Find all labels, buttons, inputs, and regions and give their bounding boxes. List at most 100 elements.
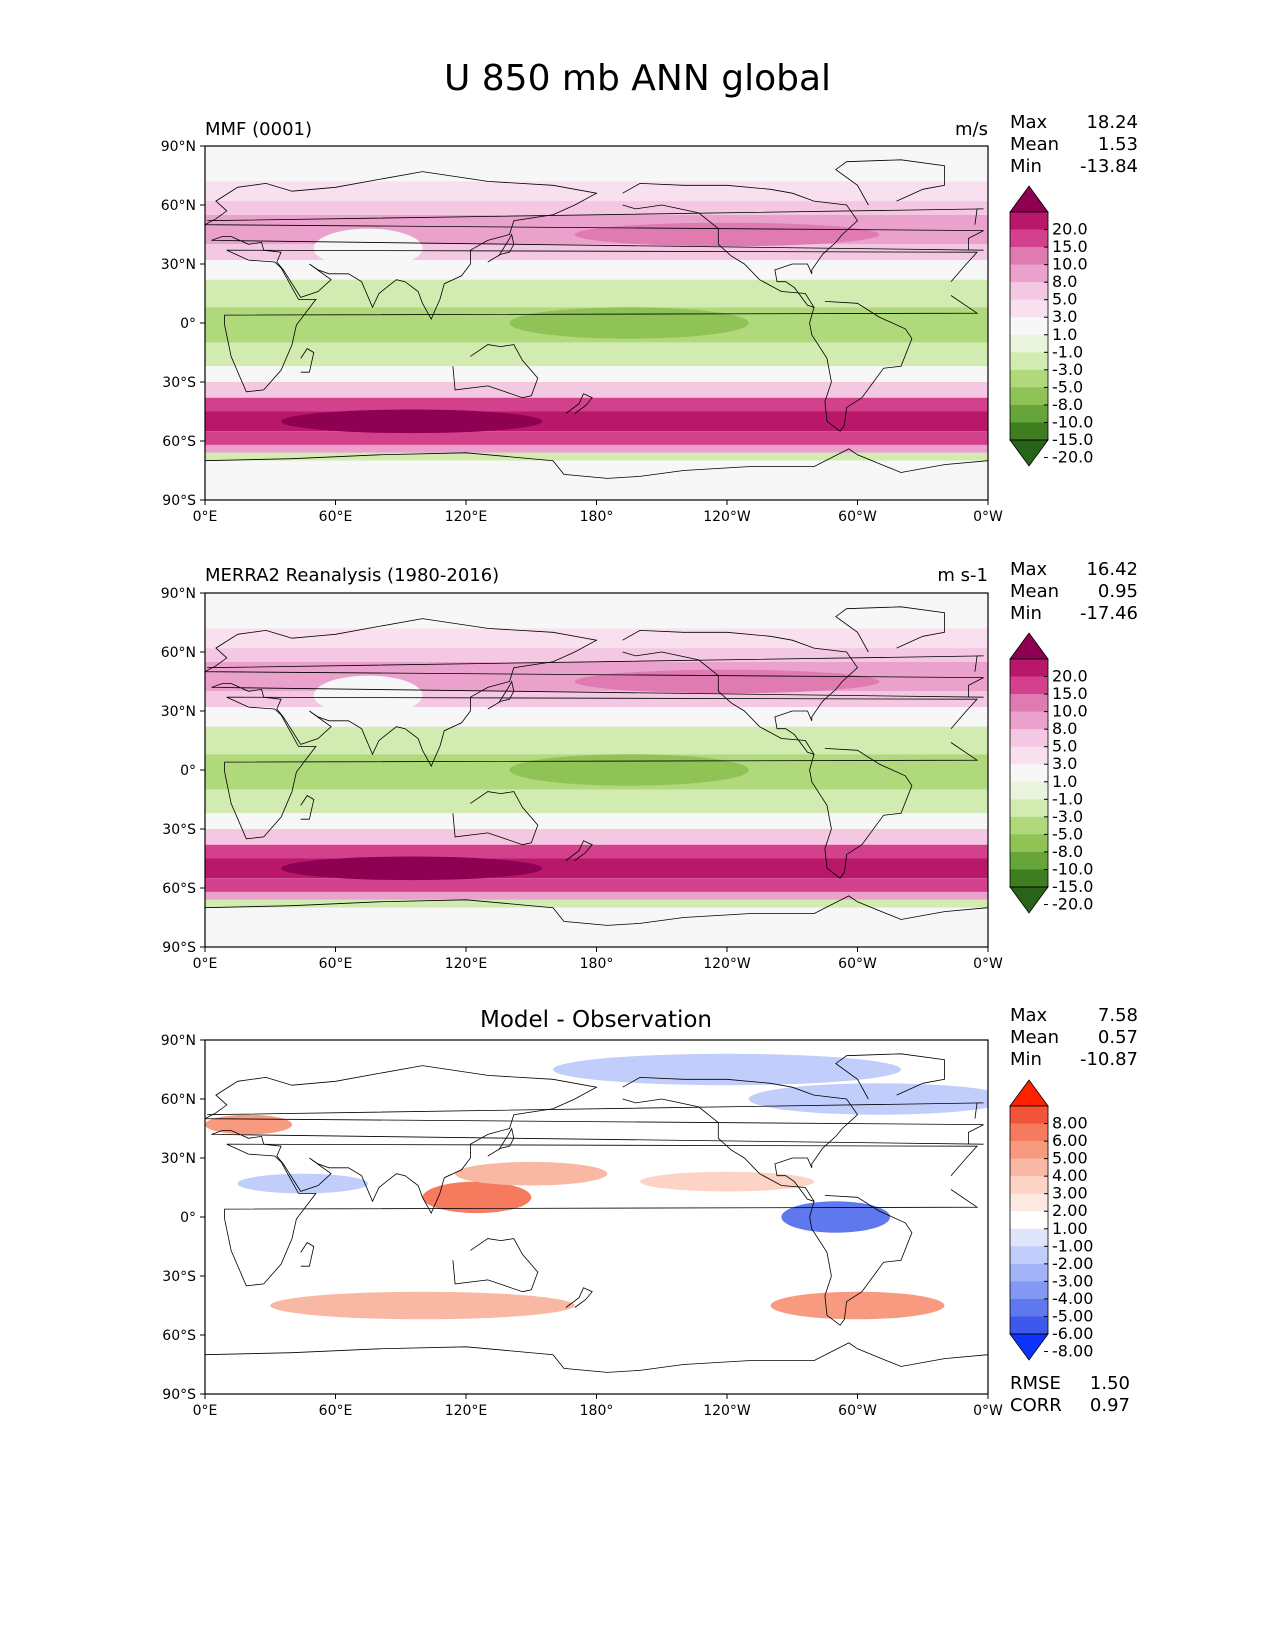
colorbar-bin: [1010, 422, 1048, 441]
panel-2-units: m s-1: [937, 565, 988, 586]
stat-label: Min: [1010, 603, 1042, 624]
stat-label: Max: [1010, 1005, 1048, 1026]
colorbar-bin: [1010, 404, 1048, 423]
colorbar-label: -5.0: [1052, 824, 1083, 843]
colorbar-label: 3.0: [1052, 754, 1077, 773]
field-band: [205, 279, 988, 308]
colorbar-label: -5.0: [1052, 377, 1083, 396]
lon-tick-label: 120°E: [445, 509, 488, 525]
lat-tick-label: 0°: [180, 316, 196, 332]
coast-africa: [224, 696, 979, 840]
field-anomaly: [509, 307, 749, 339]
field-band: [205, 628, 988, 649]
coast-south-america: [809, 1195, 913, 1326]
colorbar-label: 15.0: [1052, 237, 1088, 256]
coast-antarctica: [205, 895, 988, 926]
lon-tick-label: 0°E: [193, 956, 218, 972]
colorbar-label: -10.0: [1052, 859, 1093, 878]
colorbar-bin: [1010, 834, 1048, 853]
field-band: [205, 858, 988, 879]
colorbar-bin: [1010, 1176, 1048, 1194]
colorbar-1: 20.015.010.08.05.03.01.0-1.0-3.0-5.0-8.0…: [1009, 185, 1093, 467]
panel-3-title: Model - Observation: [479, 1007, 713, 1033]
lat-tick-label: 90°S: [162, 1387, 196, 1403]
stat-max: 16.42: [1086, 559, 1138, 580]
colorbar-bin: [1010, 659, 1048, 677]
colorbar-bin: [1010, 1298, 1048, 1317]
field-band: [205, 214, 988, 245]
colorbar-bin: [1010, 1158, 1048, 1177]
colorbar-bin: [1010, 1246, 1048, 1265]
lon-tick-label: 60°E: [319, 1403, 353, 1419]
colorbar-label: -15.0: [1052, 430, 1093, 449]
stat-label: Mean: [1010, 1027, 1060, 1048]
colorbar-label: 20.0: [1052, 220, 1088, 239]
colorbar-bin: [1010, 1123, 1048, 1142]
lon-tick-label: 0°W: [973, 956, 1003, 972]
field-anomaly: [509, 754, 749, 786]
colorbar-label: -10.0: [1052, 412, 1093, 431]
coast-eurasia: [205, 1065, 984, 1215]
colorbar-bin: [1010, 781, 1048, 800]
lat-tick-label: 30°S: [162, 822, 196, 838]
stat-max: 18.24: [1086, 112, 1138, 133]
colorbar-bin: [1010, 799, 1048, 818]
colorbar-bin: [1010, 1193, 1048, 1212]
coast-uk: [207, 208, 984, 225]
colorbar-bin: [1010, 282, 1048, 300]
field-layer: [205, 1040, 988, 1394]
figure-title: U 850 mb ANN global: [443, 58, 832, 99]
coast-australia: [452, 1238, 539, 1293]
coast-new-zealand: [565, 393, 593, 414]
colorbar-bin: [1010, 1211, 1048, 1230]
colorbar-label: -1.00: [1052, 1236, 1093, 1255]
lat-tick-label: 60°N: [161, 198, 196, 214]
coast-south-america: [809, 301, 913, 432]
stat-min: -13.84: [1079, 156, 1138, 177]
colorbar-2: 20.015.010.08.05.03.01.0-1.0-3.0-5.0-8.0…: [1009, 632, 1093, 914]
field-anomaly: [770, 1291, 945, 1320]
colorbar-bin: [1010, 729, 1048, 747]
coast-australia: [452, 791, 539, 846]
field-layer: [205, 593, 988, 947]
colorbar-frame: [1009, 211, 1049, 441]
colorbar-label: -1.0: [1052, 789, 1083, 808]
field-anomaly: [205, 1114, 292, 1135]
field-band: [205, 878, 988, 892]
panel-1-title: MMF (0001): [205, 119, 312, 140]
map-frame: [204, 592, 989, 948]
lat-tick-label: 90°N: [161, 1033, 196, 1049]
lat-tick-label: 30°N: [161, 704, 196, 720]
field-band: [205, 754, 988, 790]
colorbar-label: 3.00: [1052, 1184, 1088, 1203]
field-band: [205, 891, 988, 900]
colorbar-label: 5.0: [1052, 737, 1077, 756]
field-anomaly: [781, 1201, 891, 1233]
colorbar-label: 8.0: [1052, 272, 1077, 291]
map-panel-1: 90°N 60°N 30°N 0° 30°S 60°S 90°S0°E 60°E 120°E 18…: [161, 139, 1003, 525]
colorbar-bin: [1010, 299, 1048, 318]
field-band: [205, 452, 988, 461]
field-band: [205, 382, 988, 398]
lon-tick-label: 120°W: [703, 509, 751, 525]
colorbar-extend-max: [1009, 1079, 1049, 1107]
field-anomaly: [748, 1083, 988, 1115]
field-band: [205, 460, 988, 500]
colorbar-bin: [1010, 869, 1048, 888]
coastlines: [205, 159, 988, 479]
colorbar-label: 1.00: [1052, 1219, 1088, 1238]
stat-mean: 0.57: [1097, 1027, 1138, 1048]
colorbar-label: 4.00: [1052, 1166, 1088, 1185]
colorbar-label: -3.0: [1052, 360, 1083, 379]
colorbar-label: -3.00: [1052, 1271, 1093, 1290]
field-band: [205, 726, 988, 755]
lon-tick-label: 180°: [580, 956, 614, 972]
field-band: [205, 397, 988, 412]
coast-eurasia: [205, 171, 984, 321]
field-anomaly: [574, 222, 880, 247]
colorbar-label: 20.0: [1052, 667, 1088, 686]
coast-japan: [487, 1127, 515, 1157]
coast-north-america: [622, 1076, 859, 1202]
field-anomaly: [574, 669, 880, 694]
lat-tick-label: 30°S: [162, 375, 196, 391]
